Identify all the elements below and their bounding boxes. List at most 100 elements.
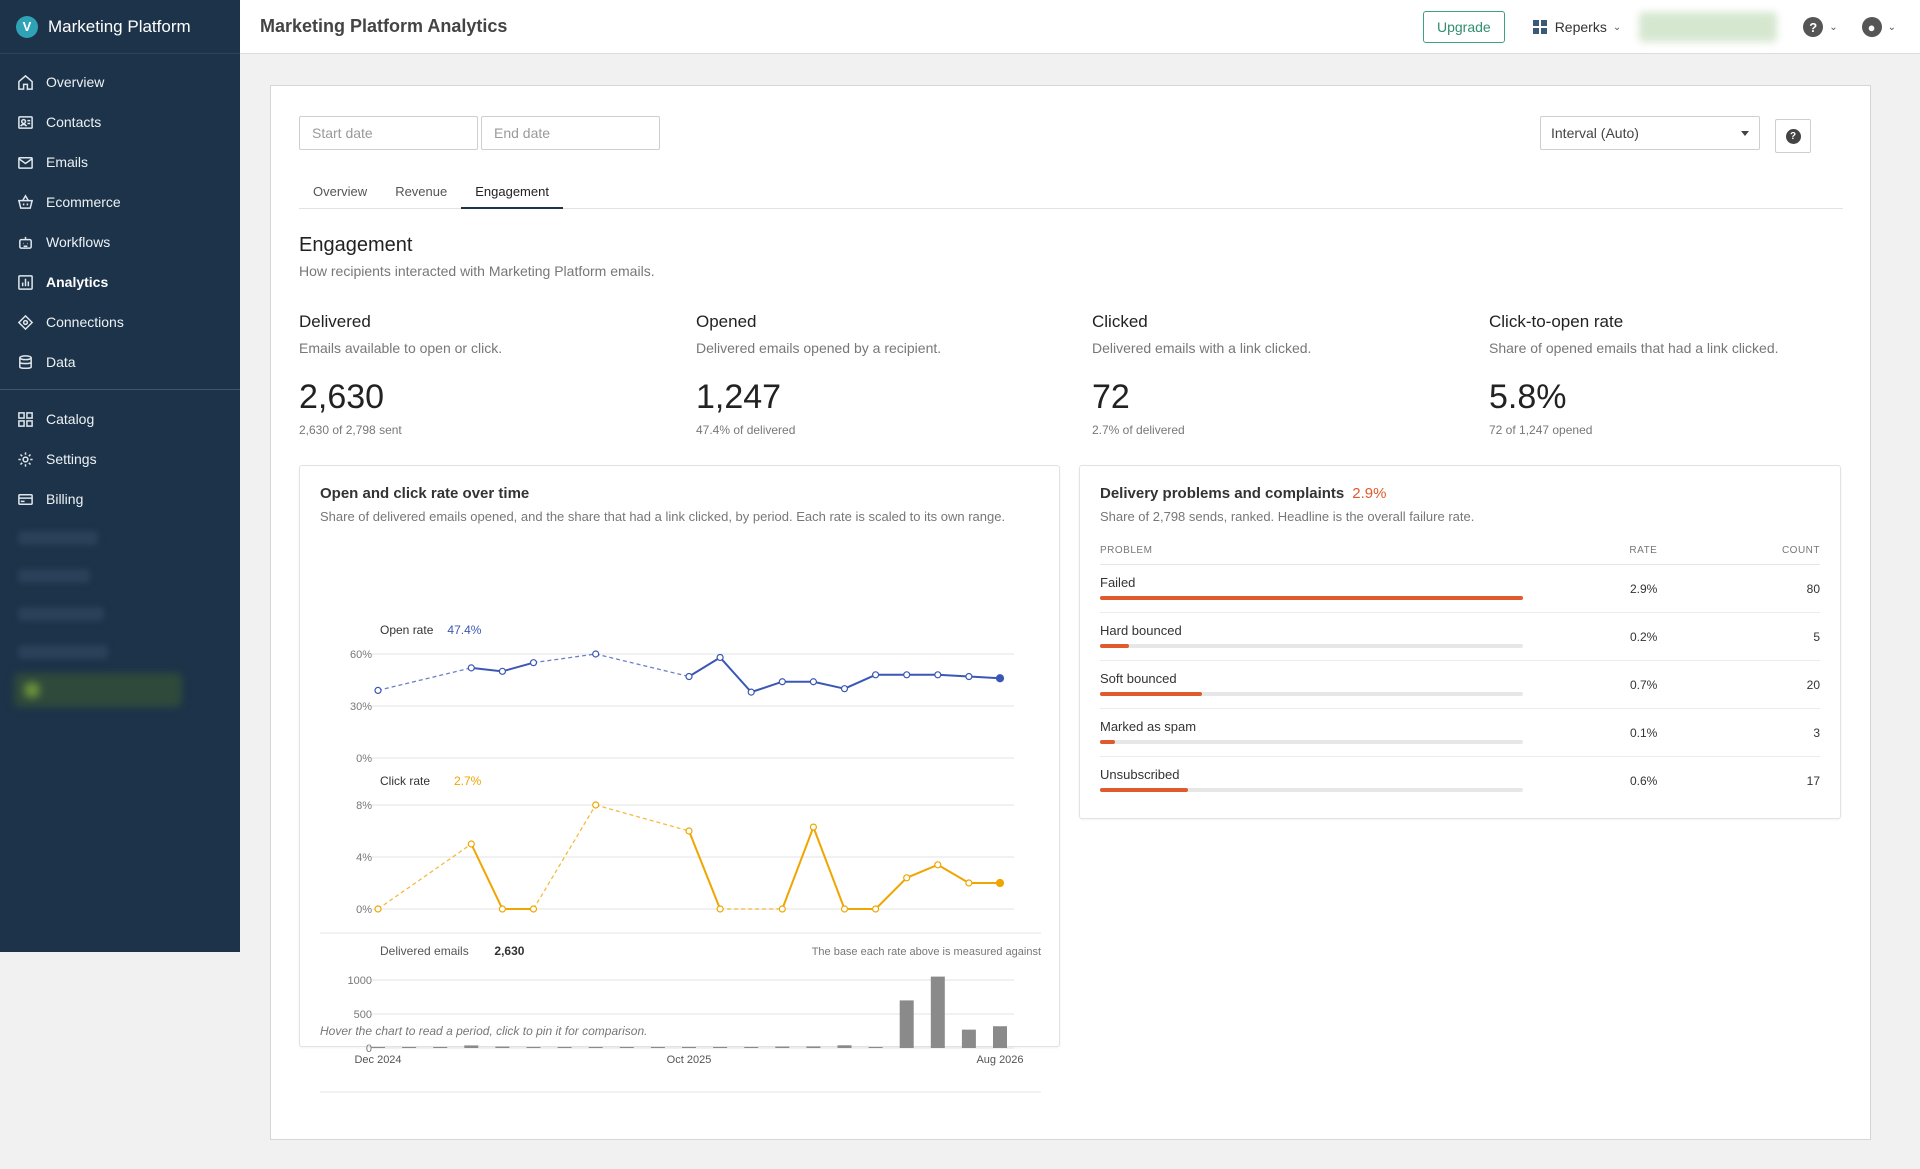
table-row[interactable]: Soft bounced 0.7% 20 (1100, 661, 1820, 709)
sidebar-item-emails[interactable]: Emails (0, 142, 240, 182)
problem-rate: 0.6% (1630, 774, 1658, 788)
kpi-footnote: 2,630 of 2,798 sent (299, 423, 402, 437)
analytics-panel: Interval (Auto) ? Overview Revenue Engag… (270, 85, 1871, 1140)
bar (775, 1046, 790, 1048)
problem-count: 3 (1813, 726, 1820, 740)
tab-revenue[interactable]: Revenue (395, 184, 448, 199)
kpi-footnote: 72 of 1,247 opened (1489, 423, 1593, 437)
data-point (778, 678, 786, 686)
brand[interactable]: V Marketing Platform (0, 0, 240, 54)
data-point (871, 905, 880, 913)
robot-icon (19, 236, 32, 249)
series-segment (377, 843, 472, 910)
table-row[interactable]: Marked as spam 0.1% 3 (1100, 709, 1820, 757)
chevron-down-icon: ⌄ (1612, 21, 1622, 33)
series-segment (874, 877, 908, 910)
blurred-account-widget (14, 673, 182, 707)
problem-bar-track (1100, 788, 1523, 792)
x-tick-label: Dec 2024 (354, 1054, 401, 1066)
bar (930, 976, 945, 1048)
card-title: Delivery problems and complaints 2.9% (1100, 485, 1386, 502)
problem-bar-track (1100, 740, 1523, 744)
sidebar-item-workflows[interactable]: Workflows (0, 222, 240, 262)
start-date-input[interactable] (299, 116, 478, 150)
end-date-input[interactable] (481, 116, 660, 150)
problems-headline: 2.9% (1352, 485, 1387, 502)
data-point (716, 653, 724, 662)
series-segment (781, 826, 815, 910)
series-segment (968, 675, 1001, 680)
tab-engagement[interactable]: Engagement (461, 179, 563, 209)
problems-rows: Failed 2.9% 80 Hard bounced 0.2% 5 Soft bounce… (1100, 565, 1820, 805)
bar (868, 1047, 883, 1048)
help-button[interactable]: ? (1775, 119, 1811, 153)
problem-bar-fill (1100, 788, 1188, 792)
kpi-description: Delivered emails opened by a recipient. (696, 340, 942, 356)
chart-headline: 47.4% (447, 623, 481, 637)
series-segment (595, 653, 690, 678)
table-row[interactable]: Hard bounced 0.2% 5 (1100, 613, 1820, 661)
y-tick-label: 4% (356, 852, 372, 864)
kpi-description: Emails available to open or click. (299, 340, 503, 356)
sidebar-item-settings[interactable]: Settings (0, 439, 240, 479)
kpi-description: Share of opened emails that had a link c… (1489, 340, 1779, 356)
sidebar-item-analytics[interactable]: Analytics (0, 262, 240, 302)
data-point (529, 905, 538, 913)
sidebar-item-contacts[interactable]: Contacts (0, 102, 240, 142)
user-avatar-icon: ● (1861, 17, 1882, 37)
sidebar-item-label: Catalog (46, 411, 95, 427)
kpi-title: Click-to-open rate (1489, 312, 1624, 331)
section-title: Engagement (299, 234, 413, 256)
problem-rate: 2.9% (1630, 582, 1658, 596)
kpi-value: 1,247 (696, 378, 782, 416)
sidebar-item-ecommerce[interactable]: Ecommerce (0, 182, 240, 222)
upgrade-button[interactable]: Upgrade (1422, 11, 1505, 43)
series-segment (937, 863, 970, 884)
problem-bar-track (1100, 692, 1523, 696)
card-subtitle: Share of delivered emails opened, and th… (320, 509, 1006, 524)
sidebar-item-label: Ecommerce (46, 194, 121, 210)
workspace-switcher[interactable]: Reperks ⌄ (1532, 19, 1622, 35)
problem-bar-fill (1100, 596, 1523, 600)
data-point (840, 905, 849, 913)
data-point (965, 672, 973, 681)
rate-chart[interactable]: Open rate 47.4% 60% 30% 0% Click rate 2.7% 8% 4%… (300, 466, 1061, 1106)
account-menu[interactable]: ● ⌄ (1861, 17, 1896, 37)
sidebar-item-overview[interactable]: Overview (0, 62, 240, 102)
data-point (995, 878, 1005, 888)
series-segment (750, 680, 783, 694)
problem-label: Marked as spam (1100, 719, 1197, 734)
bar (713, 1047, 728, 1048)
help-menu[interactable]: ? ⌄ (1803, 17, 1838, 37)
sidebar-item-connections[interactable]: Connections (0, 302, 240, 342)
table-row[interactable]: Failed 2.9% 80 (1100, 565, 1820, 613)
tab-overview[interactable]: Overview (313, 184, 368, 199)
workspace-label: Reperks (1554, 19, 1607, 35)
sidebar-item-catalog[interactable]: Catalog (0, 399, 240, 439)
blurred-nav-item (18, 645, 108, 659)
series-segment (906, 863, 939, 879)
sidebar-item-data[interactable]: Data (0, 342, 240, 382)
interval-select[interactable]: Interval (Auto) (1540, 116, 1760, 150)
kpi-value: 2,630 (299, 378, 385, 416)
sidebar-item-billing[interactable]: Billing (0, 479, 240, 519)
brand-name: Marketing Platform (48, 16, 191, 36)
page-title: Marketing Platform Analytics (260, 16, 508, 36)
bar (402, 1047, 417, 1048)
blurred-nav-item (18, 607, 104, 621)
data-point (934, 861, 942, 869)
tab-bar: Overview Revenue Engagement (299, 179, 1843, 209)
chart-note: The base each rate above is measured aga… (812, 946, 1041, 958)
problems-card: Delivery problems and complaints 2.9% Sha… (1079, 465, 1841, 819)
data-point (592, 801, 600, 809)
kpi-clicked: Clicked Delivered emails with a link cli… (1092, 312, 1472, 437)
series-segment (688, 830, 722, 910)
sidebar-divider (0, 389, 240, 390)
problem-label: Soft bounced (1100, 671, 1177, 686)
table-row[interactable]: Unsubscribed 0.6% 17 (1100, 757, 1820, 805)
series-segment (470, 843, 504, 910)
y-tick-label: 30% (350, 701, 372, 713)
bar (837, 1045, 852, 1048)
caret-down-icon (1741, 131, 1749, 136)
data-point (903, 671, 911, 679)
